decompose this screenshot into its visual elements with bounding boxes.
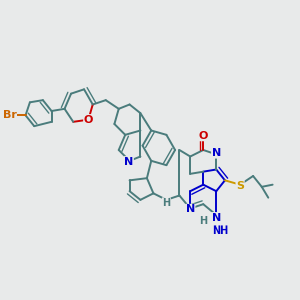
- Text: N: N: [186, 204, 195, 214]
- Text: N: N: [212, 148, 221, 158]
- Text: Br: Br: [3, 110, 16, 120]
- Text: O: O: [199, 131, 208, 141]
- Text: O: O: [84, 115, 93, 125]
- Text: N: N: [212, 213, 221, 223]
- Text: NH: NH: [212, 225, 229, 235]
- Text: N: N: [124, 157, 133, 167]
- Text: H: H: [162, 198, 170, 208]
- Text: NH: NH: [212, 226, 229, 236]
- Text: H: H: [199, 216, 207, 226]
- Text: S: S: [236, 181, 244, 190]
